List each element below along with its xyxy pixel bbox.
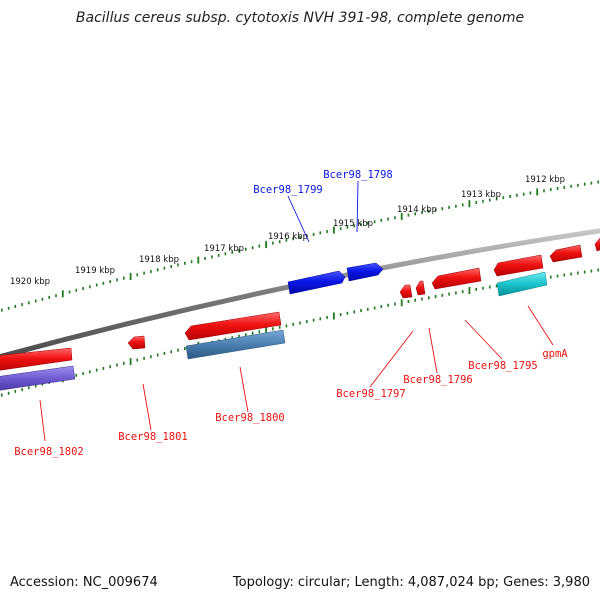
gene-bcer98-1800[interactable] <box>184 311 282 341</box>
forward-genes <box>287 262 384 295</box>
leader-bcer98-1802 <box>39 399 46 442</box>
gene-bcer98-1801[interactable] <box>127 335 146 350</box>
gene-unlabeled-right[interactable] <box>549 244 583 263</box>
kbp-label-1917: 1917 kbp <box>204 244 244 254</box>
gene-bcer98-1802[interactable] <box>0 347 73 371</box>
kbp-label-1914: 1914 kbp <box>397 205 437 215</box>
label-bcer98-1797[interactable]: Bcer98_1797 <box>336 388 406 400</box>
gene-gpma[interactable] <box>493 254 544 277</box>
leader-bcer98-1796 <box>428 327 438 374</box>
label-leaders <box>39 180 554 442</box>
gene-labels: Bcer98_1799 Bcer98_1798 Bcer98_1802 Bcer… <box>14 169 568 458</box>
label-bcer98-1796[interactable]: Bcer98_1796 <box>403 374 473 386</box>
kbp-label-1920: 1920 kbp <box>10 277 50 287</box>
kbp-label-1913: 1913 kbp <box>461 190 501 200</box>
gene-bcer98-1802-alt[interactable] <box>0 365 76 391</box>
label-bcer98-1801[interactable]: Bcer98_1801 <box>118 431 188 443</box>
kbp-label-1916: 1916 kbp <box>268 232 308 242</box>
label-bcer98-1800[interactable]: Bcer98_1800 <box>215 412 285 424</box>
leader-bcer98-1797 <box>369 330 414 388</box>
leader-bcer98-1798 <box>356 180 359 233</box>
leader-bcer98-1795 <box>464 319 503 360</box>
gene-bcer98-1799[interactable] <box>287 270 346 295</box>
label-bcer98-1802[interactable]: Bcer98_1802 <box>14 446 84 458</box>
leader-gpma <box>527 305 554 346</box>
label-bcer98-1799[interactable]: Bcer98_1799 <box>253 184 323 196</box>
leader-bcer98-1801 <box>142 383 152 431</box>
gene-bcer98-1797[interactable] <box>399 284 413 299</box>
label-gpma[interactable]: gpmA <box>542 348 568 360</box>
gene-edge-right[interactable] <box>594 237 600 252</box>
kbp-label-1918: 1918 kbp <box>139 255 179 265</box>
label-bcer98-1798[interactable]: Bcer98_1798 <box>323 169 393 181</box>
page-title: Bacillus cereus subsp. cytotoxis NVH 391… <box>76 10 524 26</box>
gene-bcer98-1800-alt[interactable] <box>185 329 286 360</box>
reverse-genes <box>0 237 600 391</box>
leader-bcer98-1800 <box>239 366 249 413</box>
kbp-label-1919: 1919 kbp <box>75 266 115 276</box>
gene-bcer98-1798[interactable] <box>346 262 384 282</box>
gene-gpma-alt[interactable] <box>496 271 548 297</box>
kbp-label-1912: 1912 kbp <box>525 175 565 185</box>
kbp-labels: 1912 kbp 1913 kbp 1914 kbp 1915 kbp 1916… <box>10 175 565 287</box>
kbp-label-1915: 1915 kbp <box>333 219 373 229</box>
genome-backbone <box>0 228 600 360</box>
leader-bcer98-1799 <box>287 195 310 243</box>
outer-tick-track <box>0 180 600 312</box>
gene-bcer98-1795[interactable] <box>431 267 482 290</box>
accession-text: Accession: NC_009674 <box>10 575 158 590</box>
label-bcer98-1795[interactable]: Bcer98_1795 <box>468 360 538 372</box>
gene-bcer98-1796[interactable] <box>415 280 426 296</box>
topology-text: Topology: circular; Length: 4,087,024 bp… <box>232 575 590 590</box>
